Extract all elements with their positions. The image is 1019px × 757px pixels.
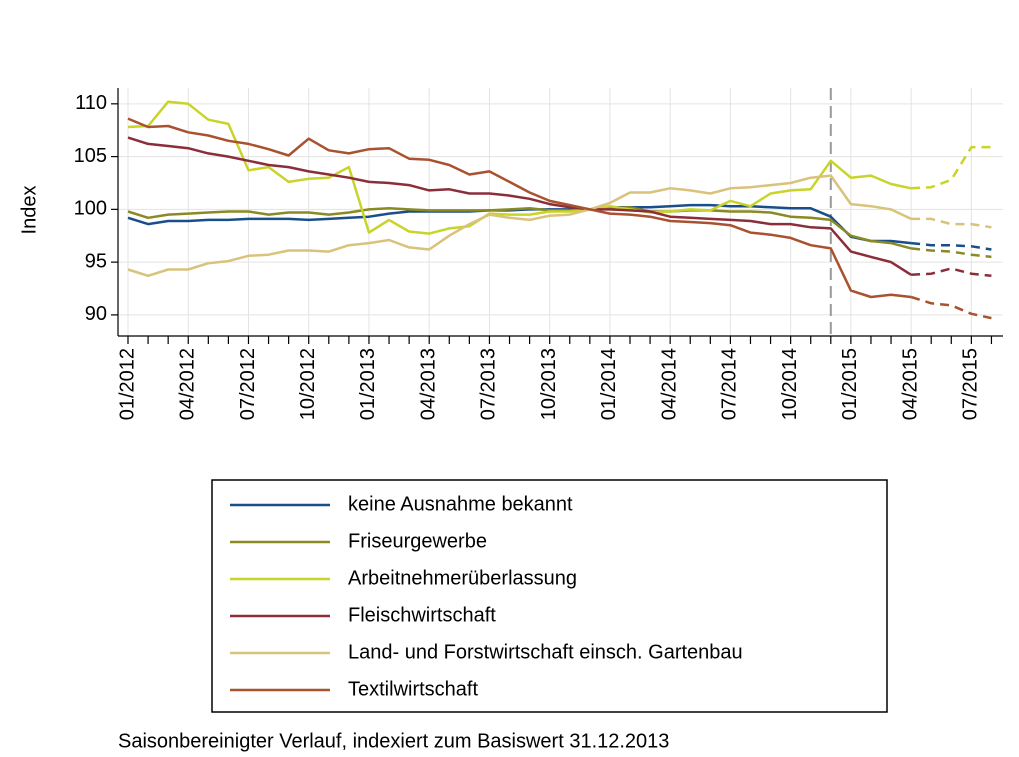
x-tick-label: 01/2015 xyxy=(839,348,861,420)
x-tick-label: 01/2013 xyxy=(357,348,379,420)
y-tick-label: 95 xyxy=(85,250,107,272)
x-tick-label: 10/2013 xyxy=(538,348,560,420)
x-tick-label: 01/2014 xyxy=(598,348,620,420)
x-tick-label: 04/2015 xyxy=(899,348,921,420)
series-line xyxy=(911,145,992,190)
x-tick-label: 01/2012 xyxy=(116,348,138,420)
legend-label: Friseurgewerbe xyxy=(348,530,487,552)
series-line xyxy=(911,217,992,229)
legend-label: Land- und Forstwirtschaft einsch. Garten… xyxy=(348,641,743,663)
y-tick-label: 90 xyxy=(85,303,107,325)
legend-label: Textilwirtschaft xyxy=(348,678,478,700)
series-line xyxy=(127,206,912,250)
y-tick-label: 100 xyxy=(74,198,107,220)
footnote: Saisonbereinigter Verlauf, indexiert zum… xyxy=(118,730,669,752)
x-tick-label: 10/2014 xyxy=(779,348,801,420)
x-tick-label: 04/2012 xyxy=(177,348,199,420)
x-tick-label: 10/2012 xyxy=(297,348,319,420)
y-axis-title: Index xyxy=(18,186,40,235)
x-tick-label: 07/2015 xyxy=(960,348,982,420)
x-tick-label: 07/2014 xyxy=(719,348,741,420)
series-line xyxy=(127,117,912,299)
y-tick-label: 110 xyxy=(75,92,107,114)
x-tick-label: 04/2013 xyxy=(417,348,439,420)
legend-box xyxy=(211,479,888,713)
series-line xyxy=(127,136,912,276)
x-tick-label: 04/2014 xyxy=(658,348,680,420)
series-line xyxy=(127,174,912,278)
series-line xyxy=(910,241,992,251)
legend-label: Arbeitnehmerüberlassung xyxy=(348,567,577,589)
legend-label: keine Ausnahme bekannt xyxy=(348,493,573,515)
series-line xyxy=(127,100,912,235)
series-line xyxy=(911,267,992,278)
series-line xyxy=(910,247,992,259)
x-tick-label: 07/2013 xyxy=(478,348,500,420)
x-tick-label: 07/2012 xyxy=(237,348,259,420)
y-tick-label: 105 xyxy=(74,145,107,167)
legend-label: Fleischwirtschaft xyxy=(348,604,496,626)
